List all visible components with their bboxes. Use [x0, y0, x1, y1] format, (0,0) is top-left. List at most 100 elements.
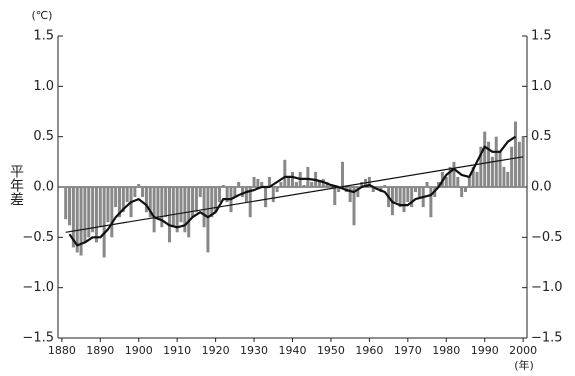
bar: [371, 187, 375, 193]
x-tick-label: 2000: [509, 344, 537, 357]
bar: [241, 187, 245, 198]
bar: [463, 187, 467, 193]
bar: [510, 146, 514, 187]
bar: [398, 187, 402, 208]
bar: [87, 187, 91, 238]
bar: [175, 187, 179, 233]
y2-tick-label: −1.5: [531, 331, 563, 346]
bar: [148, 187, 152, 218]
bar: [83, 187, 87, 243]
bar: [490, 156, 494, 187]
bar: [317, 181, 321, 187]
bar: [118, 187, 122, 218]
bar: [79, 187, 83, 256]
bar: [452, 161, 456, 187]
trend-line: [65, 156, 524, 233]
x-tick-label: 1940: [279, 344, 307, 357]
bar: [406, 187, 410, 203]
bar: [91, 187, 95, 233]
x-tick-label: 1950: [317, 344, 345, 357]
bar: [164, 187, 168, 218]
bar: [144, 187, 148, 213]
y2-tick-label: −0.5: [531, 230, 563, 245]
bar: [471, 166, 475, 187]
bar: [64, 187, 68, 220]
bar: [217, 187, 221, 203]
bar: [179, 187, 183, 223]
bar: [244, 187, 248, 203]
bar: [521, 136, 525, 187]
bar: [402, 187, 406, 213]
bar: [98, 187, 102, 228]
bar: [283, 159, 287, 187]
x-tick-label: 1910: [163, 344, 191, 357]
y-unit: (℃): [32, 9, 53, 22]
bar: [502, 166, 506, 187]
bar: [279, 181, 283, 187]
x-tick-label: 1970: [394, 344, 422, 357]
bar: [414, 187, 418, 193]
bar: [221, 184, 225, 187]
bar: [302, 184, 306, 187]
x-tick-label: 1890: [86, 344, 114, 357]
x-tick-label: 1930: [240, 344, 268, 357]
bar: [191, 187, 195, 218]
bar: [183, 187, 187, 233]
bar: [333, 187, 337, 206]
y2-tick-label: −1.0: [531, 280, 563, 295]
y-tick-label: 0.5: [33, 129, 54, 144]
bar: [291, 171, 294, 187]
y2-tick-label: 0.5: [531, 129, 552, 144]
bar: [252, 176, 256, 187]
x-tick-label: 1880: [48, 344, 76, 357]
bar: [125, 187, 129, 203]
bar: [425, 181, 429, 187]
bar: [356, 187, 360, 198]
bar: [475, 171, 479, 187]
bar: [271, 187, 275, 203]
bar: [194, 187, 198, 213]
bar: [340, 161, 344, 187]
bar: [306, 166, 310, 187]
bar: [410, 187, 414, 208]
bar: [483, 131, 487, 187]
y-tick-label: −1.5: [22, 331, 54, 346]
y-tick-label: −0.5: [22, 230, 54, 245]
bar: [71, 187, 75, 248]
bar: [383, 184, 387, 187]
bar: [68, 187, 72, 226]
bar: [121, 187, 125, 213]
bar: [264, 187, 268, 208]
bar: [137, 183, 141, 187]
bar: [394, 187, 398, 203]
y2-tick-label: 1.0: [531, 79, 552, 94]
x-tick-label: 1920: [202, 344, 230, 357]
bar: [444, 176, 448, 187]
x-unit: (年): [514, 358, 534, 372]
x-tick-label: 1960: [355, 344, 383, 357]
y-tick-label: 1.5: [33, 29, 54, 44]
bar: [214, 187, 218, 213]
bar: [133, 187, 137, 198]
bar: [360, 181, 364, 187]
bar: [233, 187, 237, 198]
bar: [506, 171, 510, 187]
bar: [110, 187, 114, 238]
bar: [102, 187, 106, 258]
bar: [202, 187, 206, 228]
bar: [156, 187, 160, 218]
bar: [294, 181, 298, 187]
bar: [348, 187, 352, 203]
bar: [160, 187, 164, 228]
bar: [456, 176, 460, 187]
bar: [352, 187, 356, 226]
bar: [498, 151, 502, 187]
x-tick-label: 1980: [432, 344, 460, 357]
bar: [437, 181, 441, 187]
bar: [448, 166, 452, 187]
y-tick-label: −1.0: [22, 280, 54, 295]
y2-tick-label: 0.0: [531, 180, 552, 195]
bar: [237, 181, 241, 187]
bar: [417, 187, 421, 198]
